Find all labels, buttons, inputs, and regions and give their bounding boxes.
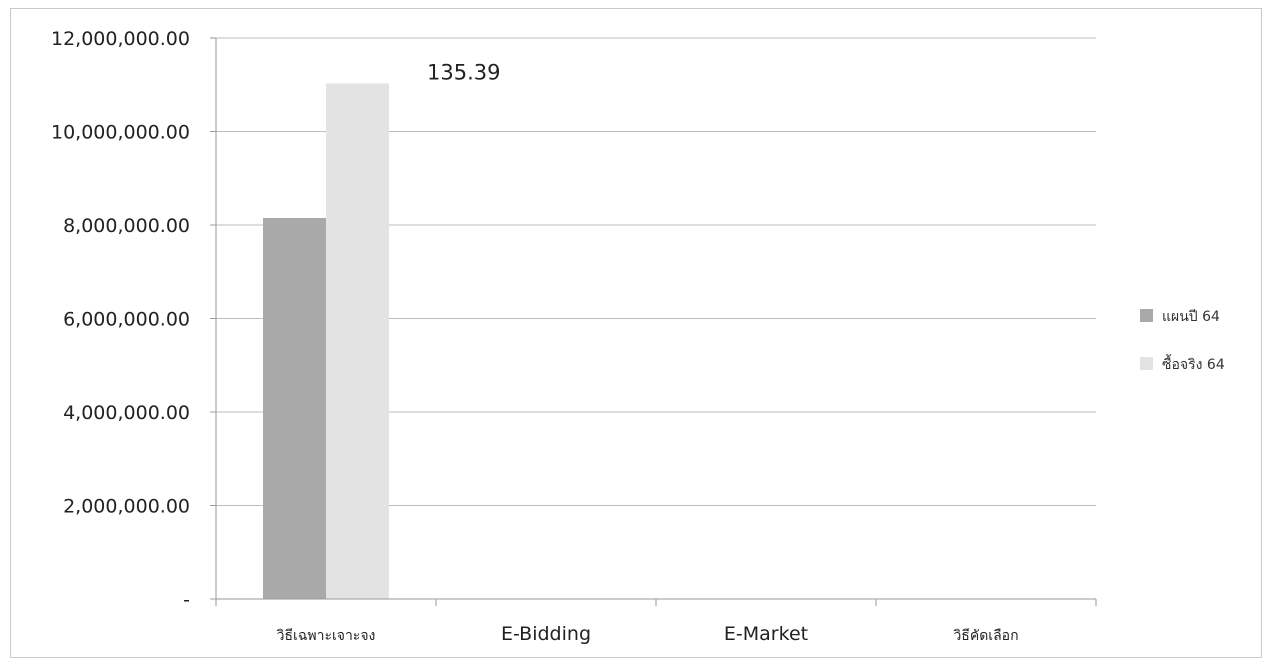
bar	[263, 217, 326, 600]
x-tick-label: E-Market	[724, 623, 808, 645]
y-tick-label: 8,000,000.00	[63, 215, 190, 237]
annotations: 135.39	[427, 60, 500, 84]
bar	[326, 83, 389, 599]
x-tick-label: วิธีเฉพาะเจาะจง	[276, 628, 375, 644]
legend: แผนปี 64 ซื้อจริง 64	[1140, 309, 1225, 373]
x-tick-label: วิธีคัดเลือก	[953, 628, 1018, 644]
legend-label: ซื้อจริง 64	[1162, 354, 1225, 373]
axes	[210, 37, 1097, 606]
y-tick-label: 2,000,000.00	[63, 496, 190, 518]
y-tick-label: 12,000,000.00	[51, 28, 190, 50]
x-tick-label: E-Bidding	[501, 623, 591, 645]
y-tick-label: -	[183, 589, 190, 611]
y-tick-labels: - 2,000,000.00 4,000,000.00 6,000,000.00 8,0…	[51, 28, 190, 611]
legend-label: แผนปี 64	[1162, 309, 1220, 325]
legend-swatch	[1140, 309, 1153, 322]
y-tick-label: 10,000,000.00	[51, 122, 190, 144]
bars	[263, 83, 389, 600]
legend-swatch	[1140, 357, 1153, 370]
y-tick-label: 6,000,000.00	[63, 309, 190, 331]
chart-frame	[10, 8, 1262, 658]
x-tick-labels: วิธีเฉพาะเจาะจง E-Bidding E-Market วิธีคัดเ…	[276, 623, 1018, 645]
y-tick-label: 4,000,000.00	[63, 402, 190, 424]
data-label: 135.39	[427, 60, 500, 84]
